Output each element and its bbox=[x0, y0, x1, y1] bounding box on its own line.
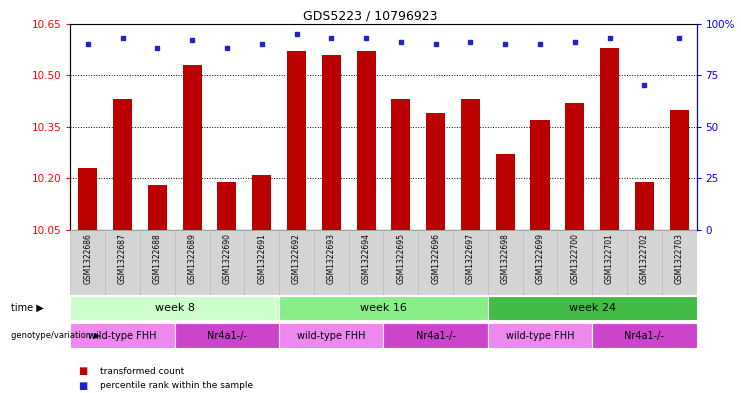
Text: GSM1322686: GSM1322686 bbox=[83, 233, 93, 284]
Text: GSM1322688: GSM1322688 bbox=[153, 233, 162, 284]
Bar bbox=[356, 51, 376, 230]
Text: time ▶: time ▶ bbox=[11, 303, 44, 313]
Text: GSM1322687: GSM1322687 bbox=[118, 233, 127, 284]
Bar bbox=[600, 48, 619, 230]
Bar bbox=[488, 323, 592, 348]
Bar bbox=[314, 230, 349, 295]
Bar bbox=[627, 230, 662, 295]
Text: GSM1322703: GSM1322703 bbox=[674, 233, 684, 284]
Bar bbox=[252, 175, 271, 230]
Text: GSM1322694: GSM1322694 bbox=[362, 233, 370, 284]
Bar bbox=[140, 230, 175, 295]
Text: GSM1322702: GSM1322702 bbox=[640, 233, 649, 284]
Text: Nr4a1-/-: Nr4a1-/- bbox=[207, 331, 247, 341]
Text: transformed count: transformed count bbox=[100, 367, 185, 376]
Text: percentile rank within the sample: percentile rank within the sample bbox=[100, 382, 253, 390]
Bar bbox=[210, 230, 245, 295]
Text: GSM1322693: GSM1322693 bbox=[327, 233, 336, 284]
Text: Nr4a1-/-: Nr4a1-/- bbox=[625, 331, 664, 341]
Text: GSM1322695: GSM1322695 bbox=[396, 233, 405, 284]
Bar bbox=[391, 99, 411, 230]
Text: GSM1322691: GSM1322691 bbox=[257, 233, 266, 284]
Text: wild-type FHH: wild-type FHH bbox=[297, 331, 365, 341]
Bar bbox=[279, 230, 314, 295]
Bar bbox=[635, 182, 654, 230]
Bar bbox=[426, 113, 445, 230]
Bar bbox=[384, 323, 488, 348]
Bar bbox=[245, 230, 279, 295]
Bar bbox=[557, 230, 592, 295]
Bar bbox=[217, 182, 236, 230]
Text: wild-type FHH: wild-type FHH bbox=[88, 331, 157, 341]
Text: GSM1322699: GSM1322699 bbox=[536, 233, 545, 284]
Bar bbox=[418, 230, 453, 295]
Bar bbox=[70, 296, 279, 320]
Text: week 8: week 8 bbox=[155, 303, 195, 313]
Bar bbox=[322, 55, 341, 230]
Text: genotype/variation ▶: genotype/variation ▶ bbox=[11, 331, 100, 340]
Bar bbox=[531, 120, 550, 230]
Bar bbox=[592, 323, 697, 348]
Bar bbox=[453, 230, 488, 295]
Bar bbox=[279, 323, 384, 348]
Bar bbox=[592, 230, 627, 295]
Text: ■: ■ bbox=[78, 366, 87, 376]
Bar bbox=[182, 65, 202, 230]
Bar bbox=[461, 99, 480, 230]
Bar bbox=[670, 110, 688, 230]
Bar bbox=[488, 230, 522, 295]
Bar bbox=[565, 103, 585, 230]
Bar bbox=[79, 168, 97, 230]
Text: GSM1322689: GSM1322689 bbox=[187, 233, 196, 284]
Text: GSM1322696: GSM1322696 bbox=[431, 233, 440, 284]
Text: week 16: week 16 bbox=[360, 303, 407, 313]
Bar bbox=[384, 230, 418, 295]
Bar bbox=[113, 99, 132, 230]
Bar bbox=[488, 296, 697, 320]
Text: GDS5223 / 10796923: GDS5223 / 10796923 bbox=[303, 10, 438, 23]
Bar bbox=[175, 230, 210, 295]
Text: GSM1322700: GSM1322700 bbox=[571, 233, 579, 284]
Text: GSM1322701: GSM1322701 bbox=[605, 233, 614, 284]
Bar bbox=[70, 323, 175, 348]
Bar bbox=[496, 154, 515, 230]
Bar bbox=[287, 51, 306, 230]
Bar bbox=[279, 296, 488, 320]
Bar bbox=[147, 185, 167, 230]
Bar bbox=[70, 230, 105, 295]
Bar bbox=[349, 230, 384, 295]
Text: wild-type FHH: wild-type FHH bbox=[506, 331, 574, 341]
Text: GSM1322698: GSM1322698 bbox=[501, 233, 510, 284]
Text: ■: ■ bbox=[78, 381, 87, 391]
Text: GSM1322690: GSM1322690 bbox=[222, 233, 231, 284]
Text: GSM1322692: GSM1322692 bbox=[292, 233, 301, 284]
Text: Nr4a1-/-: Nr4a1-/- bbox=[416, 331, 456, 341]
Bar bbox=[105, 230, 140, 295]
Bar bbox=[522, 230, 557, 295]
Text: GSM1322697: GSM1322697 bbox=[466, 233, 475, 284]
Text: week 24: week 24 bbox=[568, 303, 616, 313]
Bar bbox=[662, 230, 697, 295]
Bar bbox=[175, 323, 279, 348]
